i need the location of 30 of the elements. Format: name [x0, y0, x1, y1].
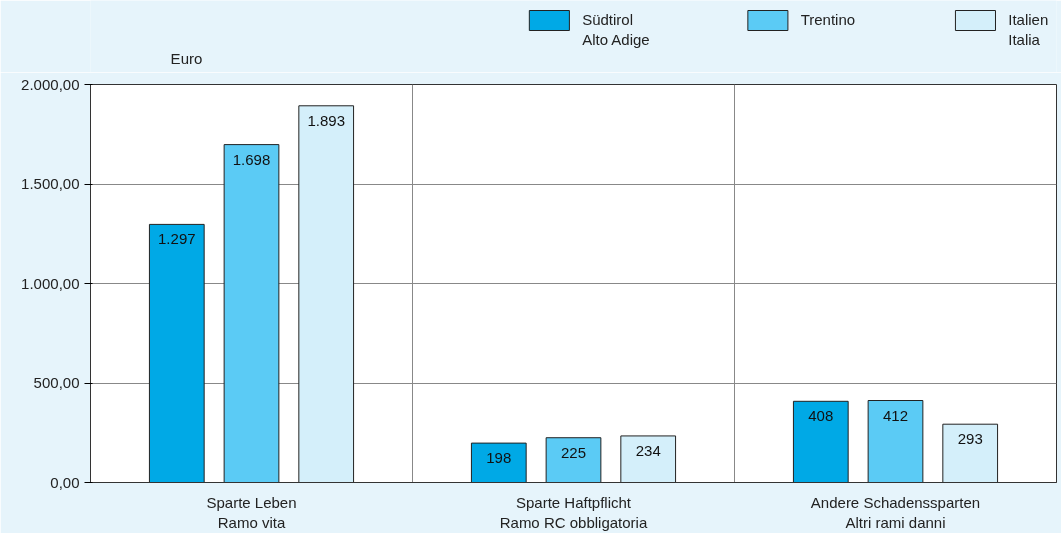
y-tick-label: 1.000,00 — [21, 274, 80, 292]
bar — [223, 144, 280, 483]
y-tick-label: 1.500,00 — [21, 175, 80, 192]
bar — [792, 400, 849, 483]
y-axis-title: Euro — [170, 49, 203, 67]
data-label: 1.698 — [232, 150, 271, 168]
x-tick-label: Sparte Haftpflicht Ramo RC obbligatoria — [499, 493, 648, 531]
bar — [867, 400, 924, 483]
data-label: 225 — [560, 443, 587, 461]
legend-label: Italien Italia — [1008, 10, 1049, 48]
data-label: 1.297 — [158, 230, 196, 248]
bar — [298, 105, 355, 483]
x-tick-label: Andere Schadenssparten Altri rami danni — [810, 493, 981, 531]
data-label: 408 — [808, 407, 834, 425]
bar — [620, 435, 677, 483]
y-tick-label: 500,00 — [33, 374, 80, 391]
data-label: 412 — [882, 406, 909, 424]
data-label: 198 — [486, 449, 512, 467]
data-label: 234 — [635, 441, 661, 459]
legend-label: Trentino — [800, 10, 856, 28]
bar — [148, 223, 205, 483]
legend-label: Südtirol Alto Adige — [582, 10, 650, 48]
bar — [470, 442, 527, 483]
data-label: 1.893 — [307, 111, 345, 129]
bar — [545, 437, 602, 483]
y-tick-label: 2.000,00 — [21, 75, 80, 93]
x-tick-label: Sparte Leben Ramo vita — [206, 493, 297, 531]
data-label: 293 — [957, 430, 983, 448]
bar — [942, 423, 999, 483]
y-tick-label: 0,00 — [50, 473, 80, 491]
